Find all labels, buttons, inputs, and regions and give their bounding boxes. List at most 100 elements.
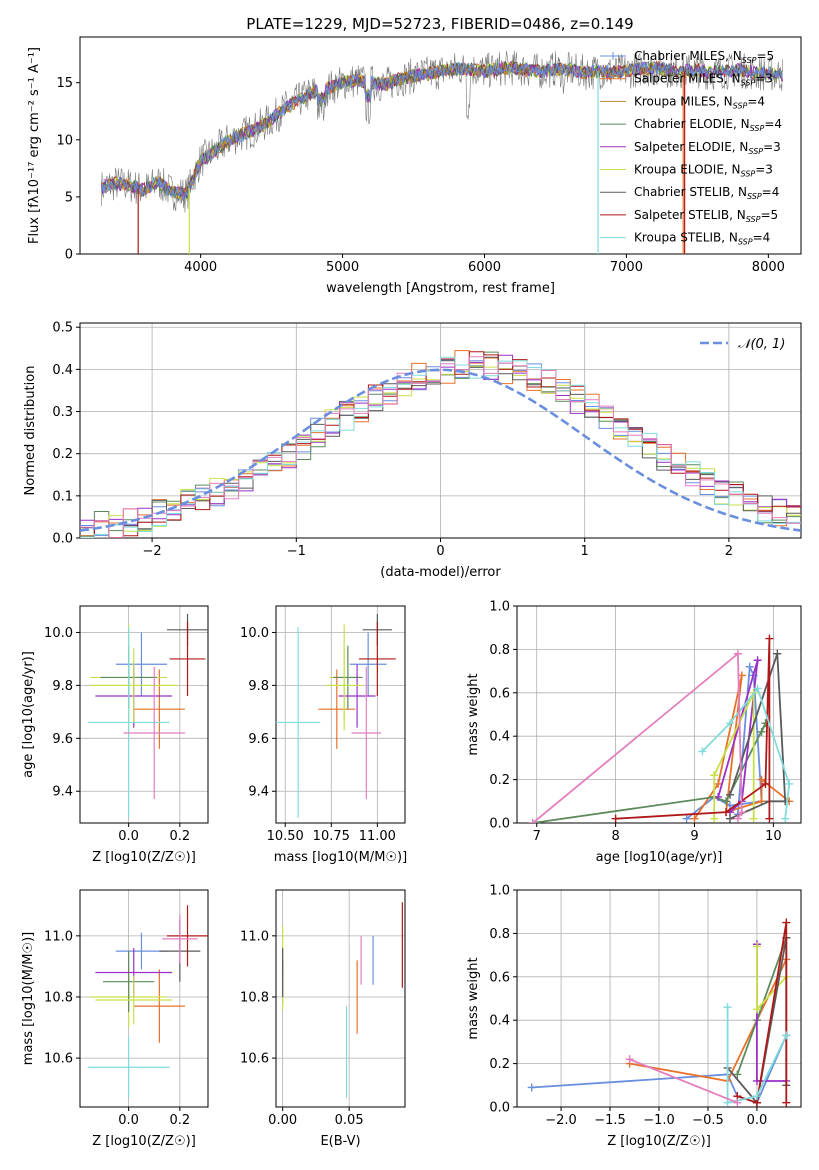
x-tick-label: 7 [533, 829, 541, 844]
weight-series-line [726, 1007, 788, 1104]
y-tick-label: 9.4 [248, 785, 269, 800]
weight-point [625, 1055, 634, 1064]
x-tick-label: 5000 [326, 260, 359, 275]
spectrum-panel: 4000 5000 6000 7000 8000 0 5 10 15 wavelength [An… [27, 36, 802, 296]
weight-point [752, 1005, 761, 1014]
weight-point [781, 814, 790, 823]
weight-point [682, 814, 691, 823]
y-tick-label: 15 [56, 76, 73, 91]
weight-point [726, 790, 734, 799]
x-axis-label: Z [log10(Z/Z☉)] [607, 1134, 711, 1149]
plot-area [87, 905, 208, 1098]
x-tick-label: 1 [581, 544, 589, 559]
y-tick-label: 0.6 [489, 970, 510, 985]
y-tick-label: 9.6 [52, 732, 73, 747]
x-tick-label: 0.0 [118, 1113, 139, 1128]
weight-point [611, 814, 620, 823]
x-tick-label: 0 [436, 544, 444, 559]
axes-frame [275, 889, 406, 1108]
weight-point [733, 1070, 742, 1079]
weight-point [723, 1098, 732, 1107]
weight-point [773, 649, 782, 658]
legend-label: Kroupa MILES, NSSP=4 [634, 94, 765, 110]
x-tick-label: 2 [725, 544, 733, 559]
weight-point [785, 779, 794, 788]
weight-point [753, 684, 762, 693]
x-axis-label: (data-model)/error [380, 565, 501, 580]
weight-series-line [532, 651, 743, 823]
x-tick-label: −2 [143, 544, 162, 559]
age-vs-mass-panel: 10.50 10.75 11.00 9.4 9.6 9.8 10.0 mass [log10(… [240, 605, 407, 865]
weight-point [782, 1031, 791, 1040]
spectrum-legend: Chabrier MILES, NSSP=5 Salpeter MILES, NS… [600, 49, 782, 247]
mass-vs-ebv-panel: 0.00 0.05 10.6 10.8 11.0 E(B-V) [240, 889, 406, 1149]
x-tick-label: 0.2 [169, 1113, 190, 1128]
weight-point [527, 1083, 536, 1092]
legend-label: Salpeter MILES, NSSP=3 [634, 72, 773, 88]
y-tick-label: 0.0 [489, 817, 510, 832]
y-tick-label: 10.0 [240, 626, 269, 641]
age-vs-metallicity-panel: 0.0 0.2 9.4 9.6 9.8 10.0 Z [log10(Z/Z☉)] age [l… [21, 605, 209, 865]
x-tick-label: 8 [611, 829, 619, 844]
y-tick-label: 10.8 [44, 990, 73, 1005]
weight-point [749, 814, 758, 823]
weight-point [733, 649, 742, 658]
y-tick-label: 0.2 [489, 773, 510, 788]
legend-label: Chabrier ELODIE, NSSP=4 [634, 117, 782, 133]
y-tick-label: 0 [65, 248, 73, 263]
residuals-panel: −2 −1 0 1 2 0.0 0.1 0.2 0.3 0.4 0.5 (data-model)/er… [23, 321, 802, 580]
x-tick-label: 0.0 [118, 829, 139, 844]
weight-vs-age-panel: 7 8 9 10 0.0 0.2 0.4 0.6 0.8 1.0 age [log10(age/yr… [466, 600, 802, 865]
y-tick-label: 9.4 [52, 785, 73, 800]
axes-frame [79, 36, 802, 255]
weight-point [698, 747, 707, 756]
y-tick-label: 1.0 [489, 600, 510, 615]
plot-area [100, 50, 783, 254]
weight-point [757, 727, 766, 736]
y-tick-label: 0.4 [489, 730, 510, 745]
y-tick-label: 0.2 [489, 1057, 510, 1072]
legend-label: Chabrier STELIB, NSSP=4 [634, 185, 779, 201]
weight-series-line [717, 660, 759, 813]
weight-point [722, 808, 731, 817]
weight-point [761, 779, 770, 788]
x-tick-label: 4000 [184, 260, 217, 275]
x-axis-label: wavelength [Angstrom, rest frame] [326, 281, 555, 296]
y-tick-label: 0.5 [52, 321, 73, 336]
weight-vs-metallicity-panel: −2.0 −1.5 −1.0 −0.5 0.0 0.0 0.2 0.4 0.6 0.8 1.0 Z [… [466, 884, 802, 1149]
x-tick-label: 10.75 [313, 829, 350, 844]
axes-frame [275, 605, 406, 824]
x-tick-label: −1 [287, 544, 306, 559]
weight-point [733, 1098, 742, 1107]
weight-point [765, 634, 774, 643]
x-tick-label: −2.0 [545, 1113, 577, 1128]
axes-frame [79, 605, 209, 824]
y-tick-label: 0.4 [489, 1014, 510, 1029]
weight-point [752, 942, 761, 951]
y-tick-label: 11.0 [44, 929, 73, 944]
y-axis-label: Flux [fλ10⁻¹⁷ erg cm⁻² s⁻¹ A⁻¹] [27, 47, 42, 244]
x-tick-label: 7000 [610, 260, 643, 275]
y-tick-label: 5 [65, 190, 73, 205]
y-tick-label: 0.1 [52, 489, 73, 504]
weight-series-line [629, 959, 788, 1083]
legend-label: Salpeter ELODIE, NSSP=3 [634, 140, 781, 156]
y-axis-label: mass weight [466, 957, 481, 1039]
x-axis-label: mass [log10(M/M☉)] [274, 850, 407, 865]
legend-label: Kroupa STELIB, NSSP=4 [634, 231, 770, 247]
y-tick-label: 9.8 [52, 679, 73, 694]
axes-frame [516, 605, 802, 824]
weight-point [752, 1092, 761, 1101]
weight-point [733, 814, 742, 823]
x-axis-label: E(B-V) [320, 1134, 360, 1149]
plot-area [282, 902, 403, 1098]
y-axis-label: mass [log10(M/M☉)] [21, 932, 36, 1065]
y-tick-label: 0.6 [489, 686, 510, 701]
y-tick-label: 10 [56, 133, 73, 148]
x-axis-label: age [log10(age/yr)] [596, 850, 723, 865]
y-tick-label: 10.0 [44, 626, 73, 641]
weight-point [710, 771, 719, 780]
weight-point [528, 819, 537, 823]
legend-label: Kroupa ELODIE, NSSP=3 [634, 163, 773, 179]
